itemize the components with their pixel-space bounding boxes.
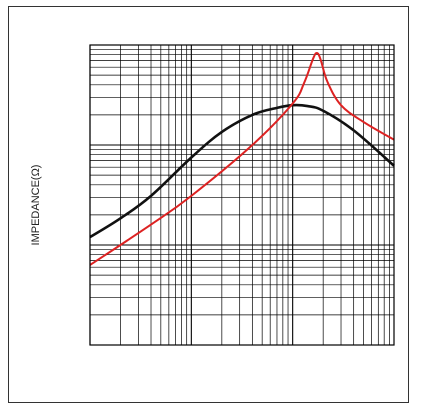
plot-border	[89, 44, 395, 346]
chart-frame	[8, 6, 409, 403]
series-lines	[89, 51, 395, 266]
series-line-1	[89, 103, 395, 239]
grid	[89, 45, 394, 346]
series-line-2	[89, 51, 395, 266]
